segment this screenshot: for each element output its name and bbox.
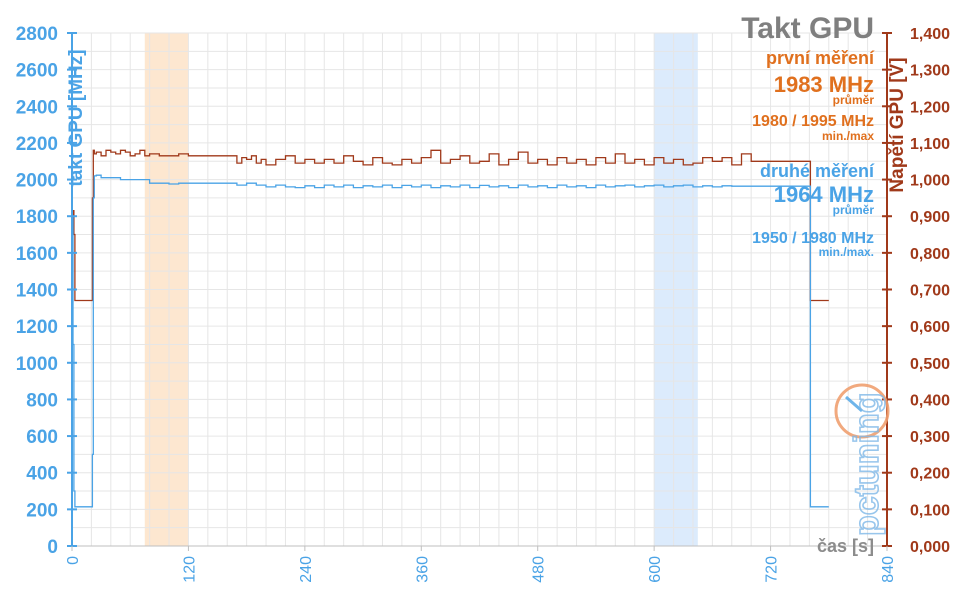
- left-tick-label: 2600: [16, 61, 58, 82]
- grid-lines: [71, 32, 888, 547]
- series-line-2: [72, 174, 829, 508]
- axes: [67, 32, 892, 551]
- left-tick-label: 200: [26, 500, 58, 521]
- first-run-avg-label: průměr: [833, 93, 875, 107]
- first-run-label: první měření: [766, 48, 875, 68]
- second-run-avg-label: průměr: [833, 203, 875, 217]
- right-tick-label: 1,200: [910, 99, 950, 116]
- left-tick-label: 1800: [16, 207, 58, 228]
- first-run-minmax-label: min./max: [822, 129, 874, 143]
- chart-title: Takt GPU: [741, 12, 874, 45]
- right-tick-label: 0,100: [910, 502, 950, 519]
- pctuning-watermark: pctuning: [834, 383, 890, 537]
- right-tick-label: 0,500: [910, 356, 950, 373]
- watermark-gauge: [834, 383, 890, 439]
- second-run-minmax-label: min./max.: [819, 245, 874, 259]
- right-tick-label: 0,600: [910, 319, 950, 336]
- right-tick-label: 0,300: [910, 429, 950, 446]
- series-lines: [72, 149, 829, 508]
- x-tick-label: 600: [647, 556, 664, 583]
- right-tick-label: 0,900: [910, 209, 950, 226]
- x-tick-label: 840: [880, 556, 897, 583]
- second-run-label: druhé měření: [760, 161, 875, 181]
- x-tick-label: 360: [414, 556, 431, 583]
- right-tick-label: 0,700: [910, 283, 950, 300]
- right-tick-label: 1,400: [910, 26, 950, 43]
- x-tick-label: 720: [764, 556, 781, 583]
- left-tick-label: 600: [26, 427, 58, 448]
- right-tick-label: 1,100: [910, 136, 950, 153]
- first-run-minmax: 1980 / 1995 MHz: [752, 113, 874, 130]
- left-tick-label: 2000: [16, 171, 58, 192]
- first-run-avg: 1983 MHz: [774, 72, 874, 97]
- right-tick-label: 0,400: [910, 392, 950, 409]
- right-axis-title: Napětí GPU [V]: [887, 57, 908, 192]
- second-run-avg: 1964 MHz: [774, 182, 874, 207]
- left-tick-label: 1200: [16, 317, 58, 338]
- left-tick-label: 1600: [16, 244, 58, 265]
- left-tick-label: 2800: [16, 24, 58, 45]
- x-tick-label: 480: [531, 556, 548, 583]
- watermark-needle: [845, 395, 863, 413]
- labels: 0200400600800100012001400160018002000220…: [16, 12, 950, 583]
- right-tick-label: 0,000: [910, 539, 950, 556]
- left-axis-title: takt GPU [MHz]: [66, 49, 87, 186]
- left-tick-label: 1400: [16, 281, 58, 302]
- x-tick-label: 120: [181, 556, 198, 583]
- watermark-text: pctuning: [848, 392, 886, 536]
- right-tick-label: 1,300: [910, 63, 950, 80]
- x-tick-label: 0: [65, 556, 82, 565]
- x-tick-label: 240: [298, 556, 315, 583]
- second-run-minmax: 1950 / 1980 MHz: [752, 230, 874, 247]
- left-tick-label: 2400: [16, 97, 58, 118]
- left-tick-label: 0: [47, 537, 58, 558]
- x-axis-title: čas [s]: [817, 536, 874, 556]
- left-tick-label: 2200: [16, 134, 58, 155]
- left-tick-label: 1000: [16, 354, 58, 375]
- left-tick-label: 400: [26, 464, 58, 485]
- right-tick-label: 0,800: [910, 246, 950, 263]
- right-tick-label: 0,200: [910, 466, 950, 483]
- series-line-1: [72, 149, 829, 302]
- left-tick-label: 800: [26, 390, 58, 411]
- right-tick-label: 1,000: [910, 173, 950, 190]
